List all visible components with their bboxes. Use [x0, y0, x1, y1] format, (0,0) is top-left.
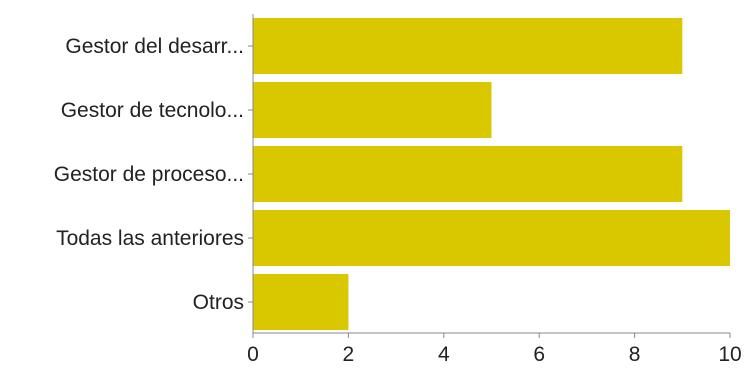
bar-0 — [253, 18, 683, 74]
x-tick-label-2: 4 — [438, 343, 450, 366]
bars-group — [253, 18, 730, 330]
x-axis-ticks: 0 2 4 6 8 10 — [247, 333, 742, 366]
bar-1 — [253, 82, 492, 138]
x-tick-label-5: 10 — [718, 343, 741, 366]
category-label-3: Todas las anteriores — [56, 227, 244, 250]
bar-4 — [253, 274, 349, 330]
category-label-4: Otros — [193, 291, 244, 314]
bar-3 — [253, 210, 730, 266]
x-tick-label-4: 8 — [629, 343, 641, 366]
category-label-2: Gestor de proceso... — [54, 163, 244, 186]
x-tick-label-3: 6 — [533, 343, 545, 366]
x-tick-label-0: 0 — [247, 343, 259, 366]
category-labels: Gestor del desarr... Gestor de tecnolo...… — [54, 35, 253, 314]
category-label-0: Gestor del desarr... — [65, 35, 244, 58]
category-label-1: Gestor de tecnolo... — [61, 99, 244, 122]
bar-2 — [253, 146, 683, 202]
x-tick-label-1: 2 — [343, 343, 355, 366]
